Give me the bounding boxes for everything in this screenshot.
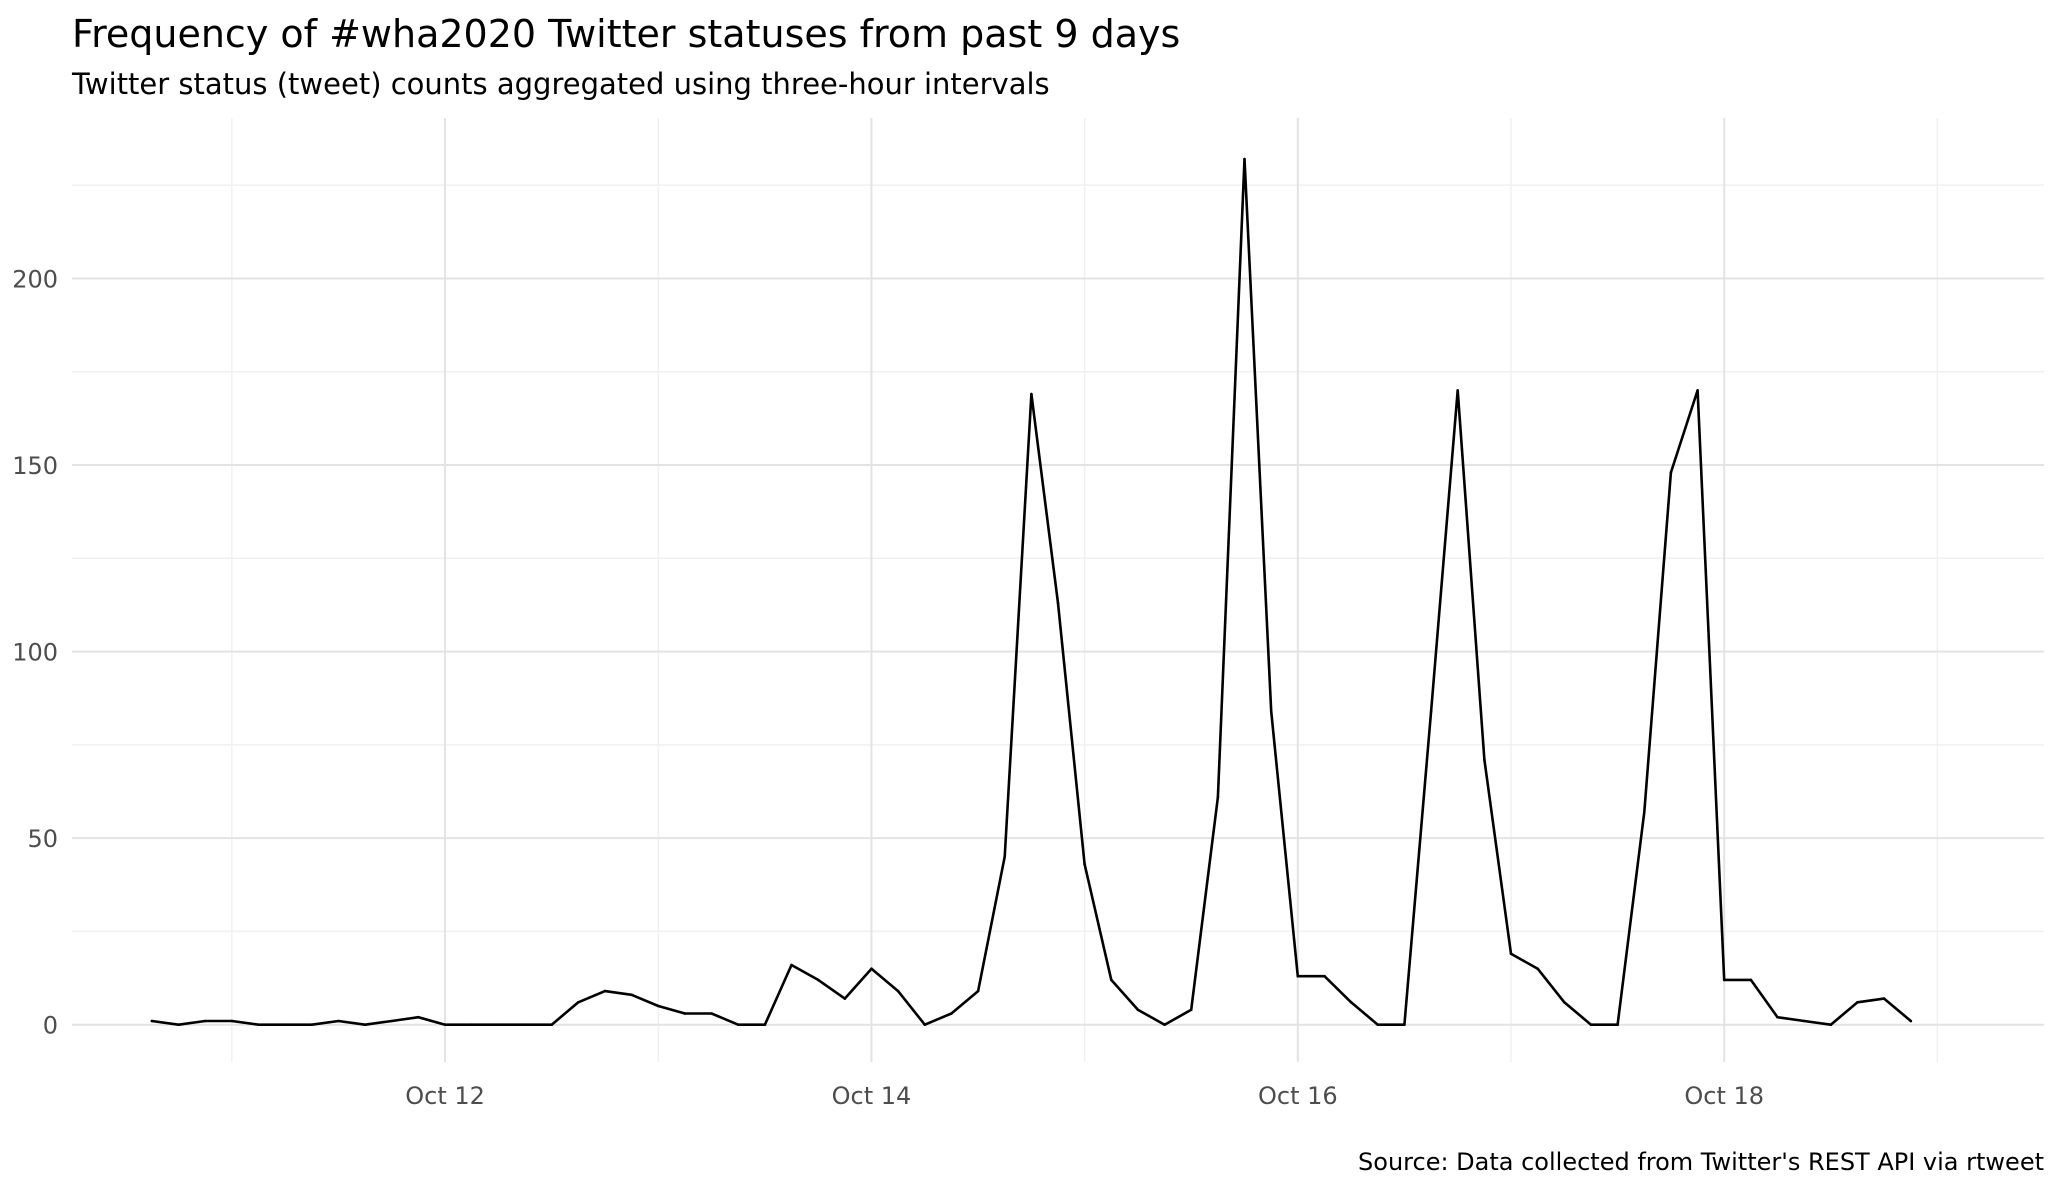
x-axis-tick-labels: Oct 12 Oct 14 Oct 16 Oct 18 <box>405 1082 1764 1110</box>
data-point <box>976 989 980 993</box>
chart-title: Frequency of #wha2020 Twitter statuses f… <box>72 12 1181 56</box>
data-point <box>1163 1023 1166 1026</box>
data-point <box>497 1023 500 1026</box>
data-point <box>1483 758 1486 762</box>
data-point <box>203 1019 207 1023</box>
data-point <box>1189 1008 1193 1012</box>
data-point <box>683 1012 687 1015</box>
data-point <box>603 989 607 993</box>
data-point <box>816 978 820 982</box>
x-tick-label: Oct 16 <box>1258 1082 1338 1110</box>
series-line <box>150 157 1913 1026</box>
data-point <box>1616 1023 1619 1026</box>
data-point <box>177 1023 180 1026</box>
data-point <box>1909 1019 1913 1023</box>
major-gridlines <box>72 118 2044 1062</box>
y-tick-label: 150 <box>12 452 58 480</box>
data-point <box>1003 855 1006 859</box>
data-point <box>417 1015 420 1019</box>
data-point-group <box>150 157 1913 1026</box>
data-point <box>1136 1008 1140 1012</box>
data-point <box>1083 862 1086 866</box>
data-point <box>896 989 900 993</box>
data-point <box>790 963 793 967</box>
data-point <box>1243 157 1246 161</box>
data-point <box>1589 1023 1593 1026</box>
data-point <box>1030 392 1033 396</box>
data-point <box>1536 967 1539 970</box>
x-tick-label: Oct 12 <box>405 1082 485 1110</box>
data-point <box>1696 389 1699 392</box>
data-point <box>1349 1001 1353 1004</box>
y-tick-label: 50 <box>27 825 58 853</box>
data-point <box>337 1019 340 1023</box>
data-point <box>923 1023 927 1026</box>
data-point <box>1776 1015 1779 1019</box>
y-tick-label: 0 <box>43 1012 58 1040</box>
data-point <box>870 967 873 970</box>
data-point <box>550 1023 553 1026</box>
data-point <box>230 1019 234 1023</box>
data-point <box>1802 1019 1806 1023</box>
chart-subtitle: Twitter status (tweet) counts aggregated… <box>72 67 1050 101</box>
data-point <box>736 1023 740 1026</box>
data-point <box>1296 974 1300 978</box>
data-point <box>1429 710 1433 713</box>
data-point <box>1882 997 1886 1000</box>
data-point <box>283 1023 287 1026</box>
data-point <box>523 1023 527 1026</box>
data-point <box>470 1023 474 1026</box>
data-point <box>1403 1023 1406 1026</box>
data-point <box>1722 978 1726 982</box>
series-line-group <box>150 157 1913 1026</box>
y-tick-label: 200 <box>12 265 58 293</box>
data-point <box>1216 795 1220 799</box>
data-point <box>310 1023 314 1026</box>
data-point <box>630 993 633 997</box>
data-point <box>390 1019 394 1023</box>
chart-caption: Source: Data collected from Twitter's RE… <box>1358 1148 2044 1176</box>
data-point <box>1456 389 1459 392</box>
data-point <box>1829 1023 1833 1026</box>
data-point <box>1669 471 1673 474</box>
data-point <box>1856 1001 1859 1004</box>
data-point <box>763 1023 767 1026</box>
data-point <box>657 1004 660 1008</box>
data-point <box>843 997 847 1000</box>
data-point <box>950 1012 953 1015</box>
x-tick-label: Oct 14 <box>832 1082 912 1110</box>
y-axis-tick-labels: 0 50 100 150 200 <box>12 265 58 1039</box>
data-point <box>1749 978 1753 982</box>
data-point <box>577 1001 580 1004</box>
data-point <box>1056 601 1060 605</box>
y-tick-label: 100 <box>12 639 58 667</box>
data-point <box>363 1023 367 1026</box>
data-point <box>1269 710 1273 713</box>
data-point <box>1563 1001 1566 1004</box>
minor-gridlines <box>72 118 2044 1062</box>
data-point <box>257 1023 260 1026</box>
data-point <box>1376 1023 1380 1026</box>
data-point <box>1509 952 1513 956</box>
data-point <box>443 1023 447 1026</box>
data-point <box>1643 810 1646 814</box>
data-point <box>1110 978 1113 982</box>
x-tick-label: Oct 18 <box>1684 1082 1764 1110</box>
data-point <box>710 1012 713 1015</box>
data-point <box>1323 974 1326 978</box>
data-point <box>150 1019 154 1023</box>
